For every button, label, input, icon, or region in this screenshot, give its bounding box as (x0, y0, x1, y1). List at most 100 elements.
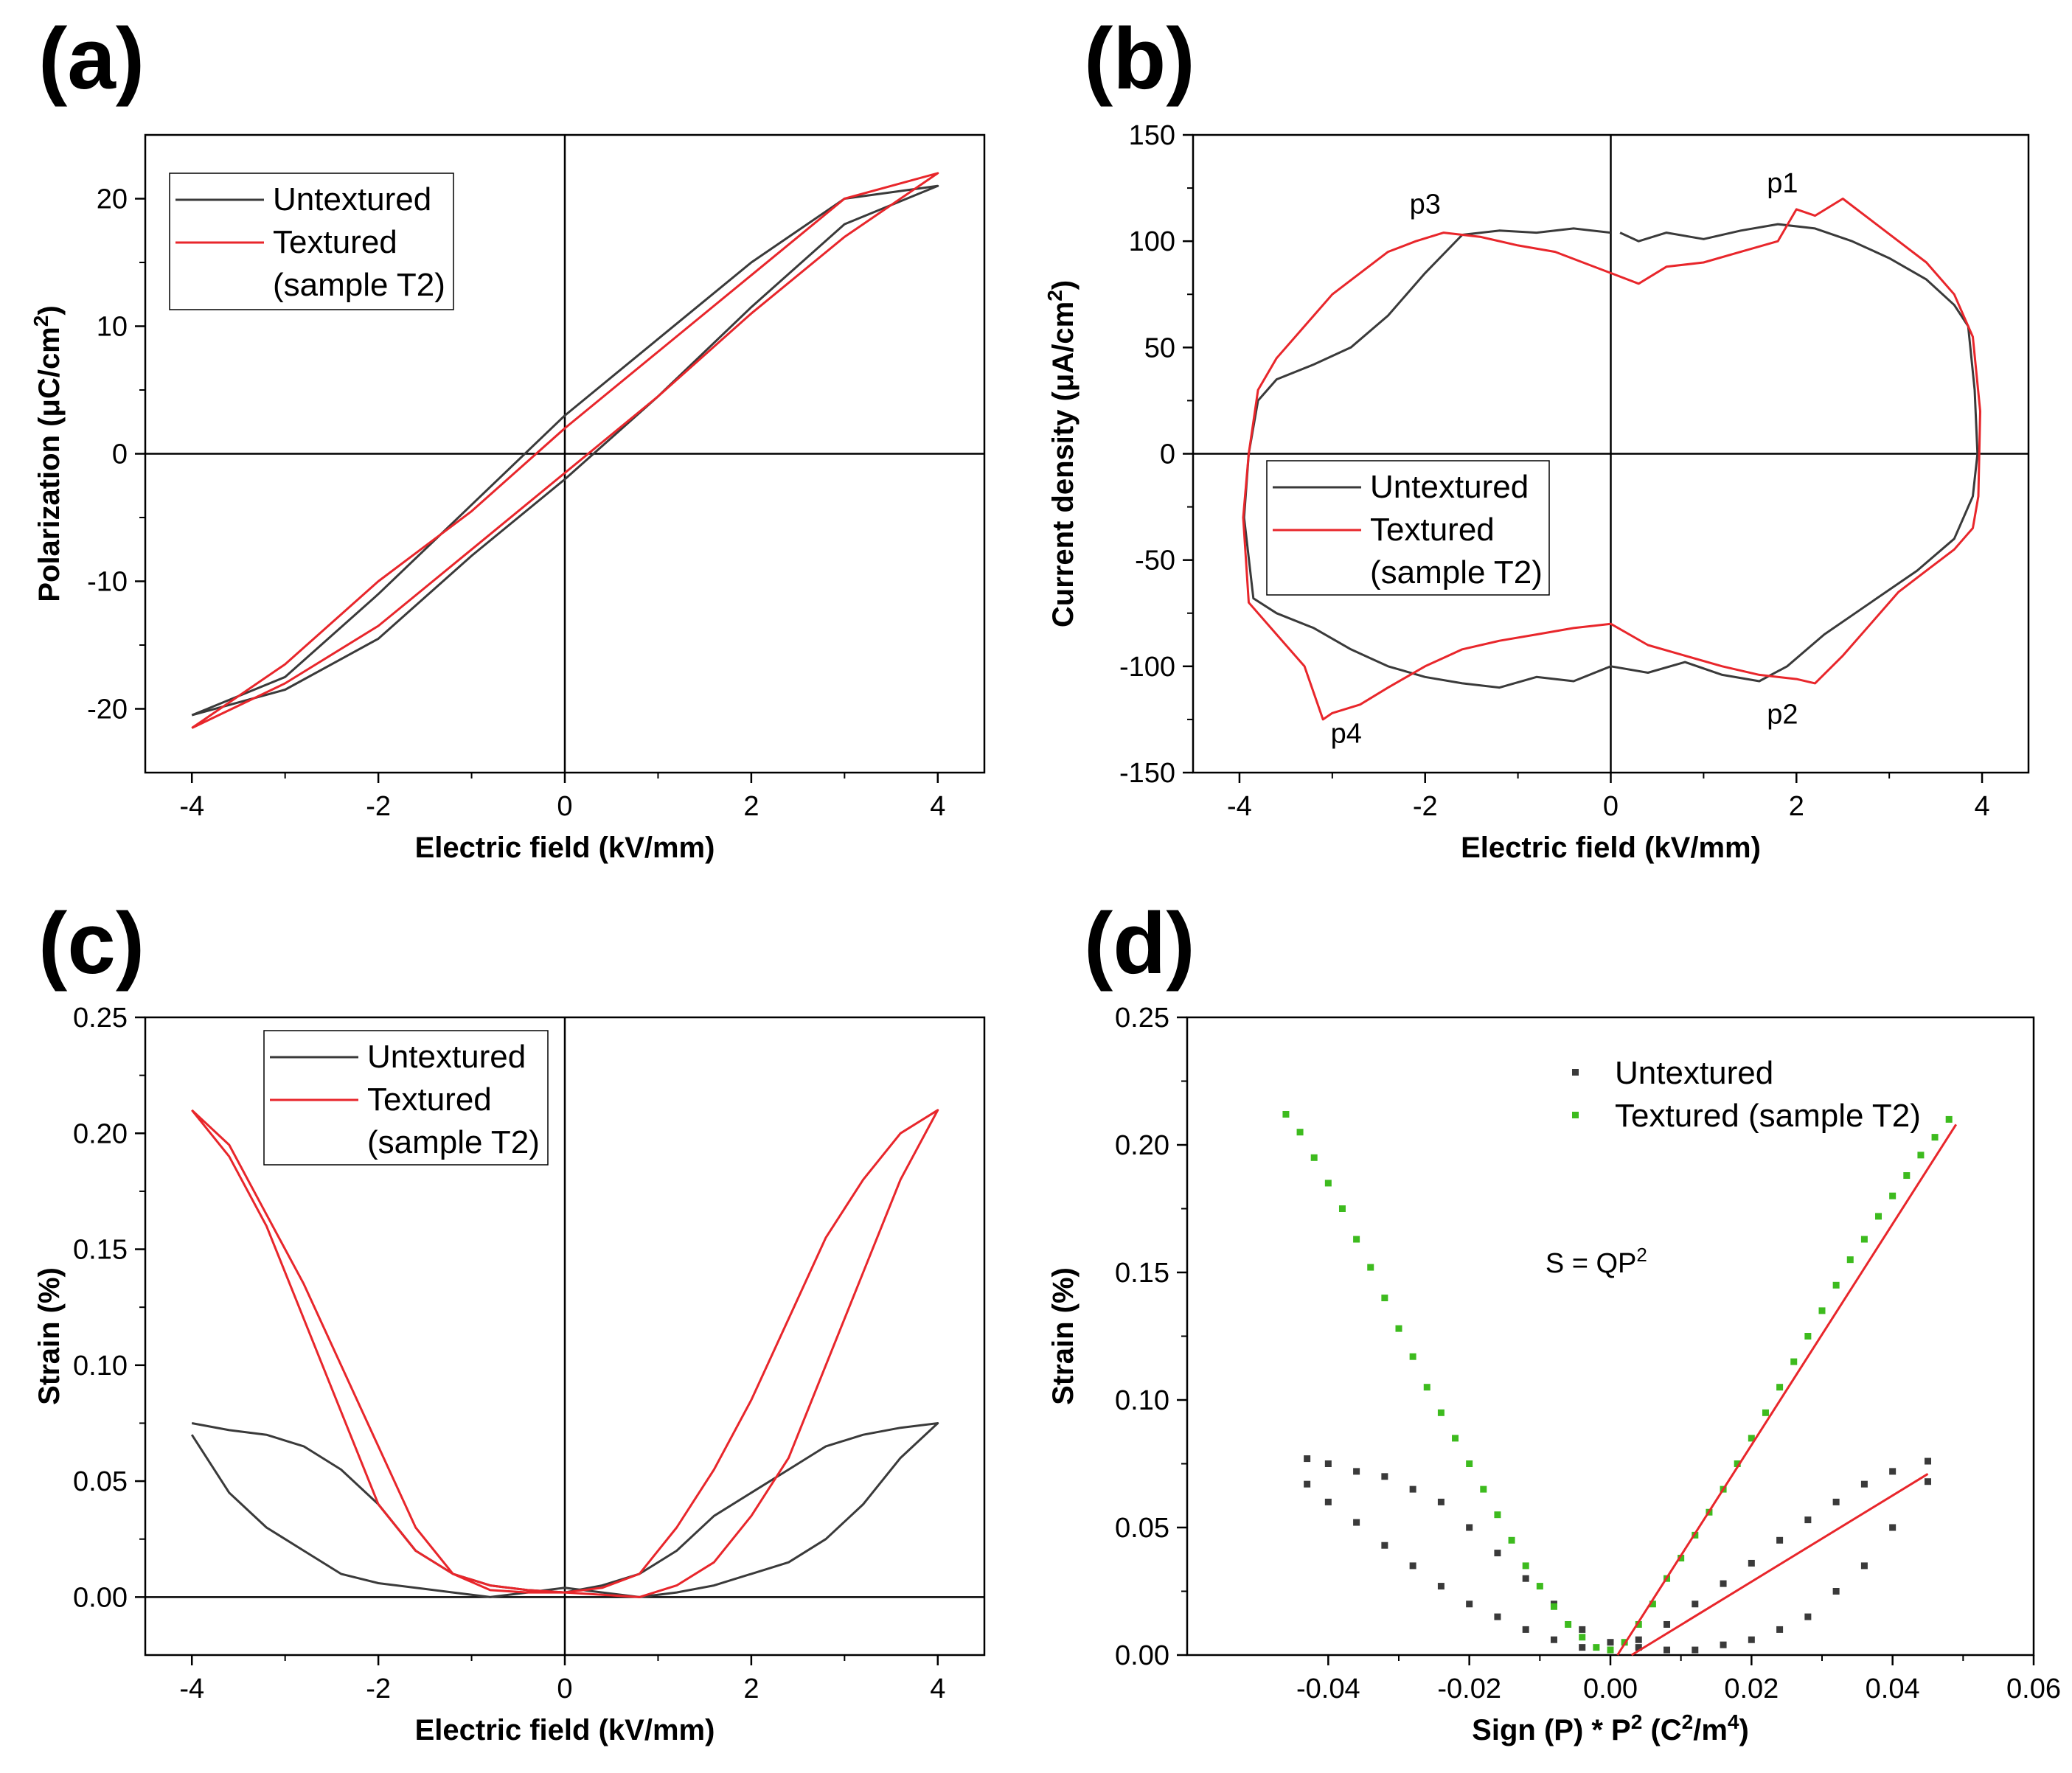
x-tick-label: 2 (743, 1673, 759, 1704)
legend-label: Textured (1370, 512, 1495, 548)
x-axis-title-part: 2 (1682, 1710, 1694, 1733)
scatter-point-untextured (1409, 1485, 1416, 1493)
scatter-point-untextured (1550, 1636, 1557, 1643)
scatter-point-untextured (1381, 1542, 1388, 1549)
scatter-point-textured (1917, 1152, 1925, 1159)
scatter-point-untextured (1776, 1626, 1784, 1633)
scatter-point-textured (1832, 1281, 1840, 1289)
x-axis-title-part: 4 (1728, 1710, 1739, 1733)
x-axis-title: Electric field (kV/mm) (415, 1714, 715, 1746)
scatter-point-untextured (1494, 1550, 1501, 1557)
panel-letter-b: (b) (1084, 10, 1195, 108)
x-tick-label: -0.02 (1437, 1673, 1501, 1704)
peak-label-p1: p1 (1767, 168, 1798, 199)
x-tick-label: 2 (1789, 791, 1804, 822)
series-line-textured (191, 172, 939, 729)
legend: Untextured Textured (sample T2) (169, 173, 454, 310)
scatter-point-textured (1395, 1325, 1402, 1332)
scatter-point-textured (1296, 1129, 1304, 1136)
panel-b: (b) -4 -2 0 2 4 -150 -100 -50 0 50 100 150 Electric f… (1043, 10, 2030, 864)
formula-main: S = QP (1546, 1248, 1637, 1279)
scatter-point-untextured (1692, 1646, 1699, 1654)
scatter-point-textured (1466, 1460, 1473, 1467)
scatter-point-textured (1353, 1236, 1360, 1243)
scatter-point-untextured (1720, 1641, 1727, 1648)
panel-d: (d) -0.04 -0.02 0.00 0.02 0.04 0.06 0.00 0.05 0.1… (1047, 895, 2061, 1746)
scatter-point-untextured (1776, 1536, 1784, 1544)
scatter-point-textured (1945, 1115, 1953, 1123)
legend-label: Textured (367, 1081, 492, 1118)
scatter-point-textured (1593, 1644, 1600, 1651)
panel-letter-a: (a) (38, 10, 145, 108)
scatter-point-untextured (1889, 1524, 1897, 1531)
legend-label: Untextured (1370, 469, 1529, 505)
scatter-point-untextured (1381, 1473, 1388, 1480)
scatter-point-textured (1860, 1236, 1868, 1243)
x-axis-title: Electric field (kV/mm) (415, 832, 715, 864)
y-tick-label: 0.00 (73, 1582, 128, 1613)
x-axis-title: Electric field (kV/mm) (1461, 832, 1761, 864)
scatter-point-textured (1734, 1460, 1741, 1467)
scatter-point-untextured (1635, 1636, 1642, 1643)
legend-swatch (1572, 1069, 1579, 1076)
scatter-point-untextured (1925, 1457, 1931, 1465)
scatter-point-untextured (1925, 1478, 1931, 1485)
scatter-point-untextured (1748, 1636, 1755, 1643)
scatter-point-untextured (1832, 1498, 1840, 1505)
y-tick-label: 0.20 (1115, 1130, 1169, 1161)
legend-label: Untextured (1615, 1055, 1773, 1091)
scatter-point-textured (1846, 1256, 1854, 1264)
scatter-point-textured (1889, 1192, 1897, 1199)
scatter-point-textured (1678, 1555, 1685, 1562)
scatter-point-untextured (1437, 1498, 1445, 1505)
scatter-point-textured (1607, 1646, 1614, 1654)
scatter-point-untextured (1804, 1516, 1812, 1524)
x-tick-label: 0 (557, 1673, 572, 1704)
y-tick-label: -50 (1135, 546, 1175, 577)
scatter-point-textured (1367, 1264, 1374, 1271)
series-line-textured (191, 1109, 939, 1598)
legend-label: (sample T2) (367, 1124, 540, 1160)
x-axis-title-part: (C (1642, 1714, 1681, 1746)
y-tick-label: 0 (1160, 439, 1175, 470)
y-axis-title-part: ) (33, 305, 66, 315)
scatter-point-textured (1437, 1409, 1445, 1416)
y-axis-title-part: Polarization ( (33, 417, 66, 602)
x-axis-title-part: ) (1739, 1714, 1749, 1746)
panel-c: (c) -4 -2 0 2 4 0.00 0.05 0.10 0.15 0.20 0.25 Electr… (33, 895, 986, 1746)
series-line-untextured (1242, 223, 1979, 689)
y-tick-label: 20 (97, 184, 128, 215)
y-tick-label: 0.25 (73, 1003, 128, 1034)
scatter-point-untextured (1353, 1519, 1360, 1526)
y-tick-label: 0.05 (73, 1466, 128, 1497)
x-tick-label: 4 (1974, 791, 1989, 822)
scatter-point-textured (1579, 1634, 1586, 1641)
y-tick-label: 0.10 (1115, 1385, 1169, 1416)
scatter-point-untextured (1832, 1588, 1840, 1595)
scatter-point-untextured (1522, 1626, 1529, 1633)
y-tick-label: 100 (1129, 226, 1175, 257)
scatter-point-textured (1338, 1205, 1346, 1212)
scatter-point-textured (1536, 1583, 1543, 1590)
scatter-point-textured (1324, 1180, 1332, 1187)
scatter-point-untextured (1692, 1600, 1699, 1608)
scatter-point-untextured (1324, 1460, 1332, 1467)
x-axis-title-part: /m (1693, 1714, 1728, 1746)
x-tick-label: 0.00 (1583, 1673, 1638, 1704)
y-tick-label: 0.10 (73, 1351, 128, 1382)
x-tick-label: 2 (743, 791, 759, 822)
scatter-point-untextured (1579, 1644, 1586, 1651)
peak-label-p2: p2 (1767, 700, 1798, 731)
scatter-point-untextured (1720, 1580, 1727, 1587)
scatter-point-untextured (1466, 1524, 1473, 1531)
y-tick-label: 50 (1144, 332, 1175, 363)
scatter-point-textured (1522, 1562, 1529, 1570)
legend: Untextured Textured (sample T2) (263, 1030, 549, 1166)
x-tick-label: -4 (1227, 791, 1252, 822)
legend: Untextured Textured (sample T2) (1572, 1055, 1921, 1134)
scatter-point-textured (1381, 1295, 1388, 1302)
y-tick-label: -10 (87, 567, 128, 598)
scatter-point-untextured (1437, 1583, 1445, 1590)
